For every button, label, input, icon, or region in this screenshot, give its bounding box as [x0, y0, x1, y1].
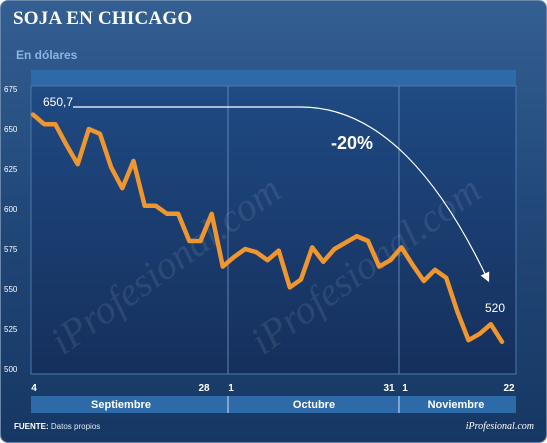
y-tick-label: 525: [4, 325, 18, 334]
y-tick-label: 675: [4, 85, 18, 94]
chart-subtitle: En dólares: [16, 48, 78, 62]
y-tick-label: 575: [4, 245, 18, 254]
source-note: FUENTE: Datos propios: [14, 422, 100, 431]
y-tick-label: 625: [4, 165, 18, 174]
x-axis: 4 28 1 31 1 22: [31, 383, 515, 394]
y-axis: 500 525 550 575 600 625 650 675: [4, 85, 18, 374]
end-value-label: 520: [485, 301, 505, 315]
y-tick-label: 500: [4, 365, 18, 374]
x-tick-label: 4: [31, 383, 37, 394]
x-tick-label: 31: [383, 383, 395, 394]
y-tick-label: 550: [4, 285, 18, 294]
source-text: Datos propios: [50, 422, 101, 431]
y-tick-label: 600: [4, 205, 18, 214]
month-band: [31, 396, 516, 413]
y-tick-label: 650: [4, 125, 18, 134]
x-tick-label: 22: [503, 383, 515, 394]
source-label: FUENTE:: [14, 422, 49, 431]
plot-top-band: [31, 70, 516, 86]
start-value-label: 650,7: [43, 95, 73, 109]
trend-arrow: [73, 106, 490, 283]
brand-logo-text: iProfesional.com: [465, 421, 534, 432]
series-line: [30, 112, 505, 345]
chart-title: SOJA EN CHICAGO: [13, 8, 193, 29]
month-label: Noviembre: [428, 399, 485, 411]
change-label: -20%: [331, 133, 373, 153]
x-tick-label: 1: [402, 383, 408, 394]
month-label: Septiembre: [91, 399, 151, 411]
x-tick-label: 28: [198, 383, 210, 394]
month-label: Octubre: [293, 399, 335, 411]
plot-area: [30, 85, 517, 375]
x-tick-label: 1: [228, 383, 234, 394]
